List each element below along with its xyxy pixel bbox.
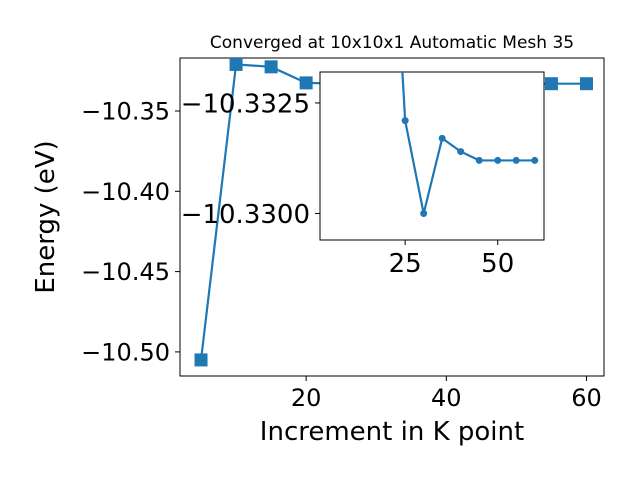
y-axis-label: Energy (eV) <box>31 140 61 293</box>
inset-plot-frame <box>319 71 545 241</box>
inset-data-point <box>475 156 483 164</box>
x-axis-label: Increment in K point <box>260 417 524 447</box>
main-y-tick-label: −10.35 <box>81 98 170 126</box>
main-data-point <box>264 60 278 74</box>
inset-data-point <box>512 156 520 164</box>
main-data-point <box>579 77 593 91</box>
inset-data-point <box>457 148 465 156</box>
inset-x-tick-label: 25 <box>389 249 422 279</box>
main-y-tick-label: −10.40 <box>81 178 170 206</box>
chart-title: Converged at 10x10x1 Automatic Mesh 35 <box>210 33 574 53</box>
main-data-point <box>229 58 243 71</box>
inset-y-tick-label: −10.3325 <box>181 89 310 119</box>
inset-data-point <box>494 156 502 164</box>
main-x-tick-label: 20 <box>291 384 322 412</box>
main-y-tick-label: −10.50 <box>81 339 170 367</box>
inset-y-tick-label: −10.3300 <box>181 200 310 230</box>
inset-data-point <box>420 209 428 217</box>
inset-x-tick-label: 50 <box>481 249 514 279</box>
main-x-tick-label: 40 <box>431 384 462 412</box>
main-data-point <box>544 77 558 91</box>
main-y-tick-label: −10.45 <box>81 258 170 286</box>
main-x-tick-label: 60 <box>571 384 602 412</box>
inset-data-point <box>401 117 409 125</box>
main-data-point <box>194 353 208 367</box>
inset-data-point <box>438 134 446 142</box>
inset-data-point <box>531 156 539 164</box>
main-data-point <box>299 76 313 90</box>
